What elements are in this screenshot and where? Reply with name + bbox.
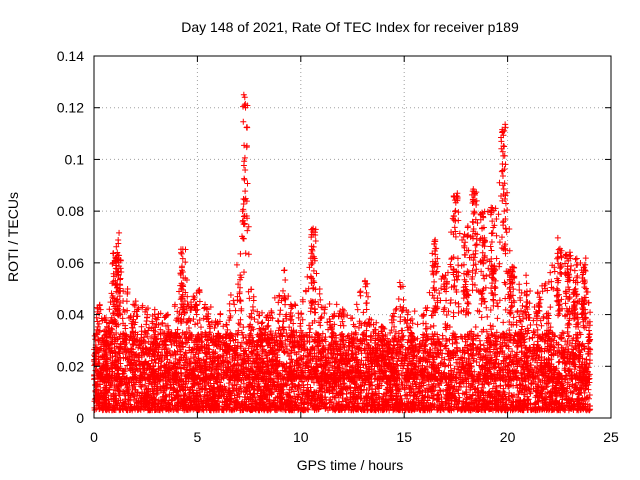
data-point [416,379,423,386]
data-point [467,384,474,391]
data-point [246,387,253,394]
data-point [177,351,184,358]
data-point [206,346,213,353]
data-point [413,381,420,388]
data-point [180,355,187,362]
points-layer [91,91,594,414]
data-point [480,342,487,349]
data-point [138,384,145,391]
data-point [242,394,249,401]
data-point [132,386,139,393]
data-point [551,344,558,351]
data-point [395,330,402,337]
data-point [506,390,513,397]
data-point [553,393,560,400]
data-point [131,381,138,388]
data-point [384,353,391,360]
grid-layer [94,56,611,418]
data-point [453,386,460,393]
data-point [434,391,441,398]
data-point [236,385,243,392]
data-point [280,347,287,354]
data-point [101,379,108,386]
data-point [437,388,444,395]
data-point [475,388,482,395]
data-point [485,379,492,386]
data-point [453,359,460,366]
data-point [181,392,188,399]
data-point [451,365,458,372]
data-point [565,345,572,352]
data-point [212,366,219,373]
data-point [555,341,562,348]
data-point [240,380,247,387]
data-point [562,338,569,345]
data-point [113,329,120,336]
data-point [562,372,569,379]
data-point [113,399,120,406]
data-point [528,386,535,393]
data-point [429,383,436,390]
data-point [344,395,351,402]
data-point [436,387,443,394]
data-point [174,387,181,394]
data-point [432,350,439,357]
data-point [362,346,369,353]
data-point [245,345,252,352]
